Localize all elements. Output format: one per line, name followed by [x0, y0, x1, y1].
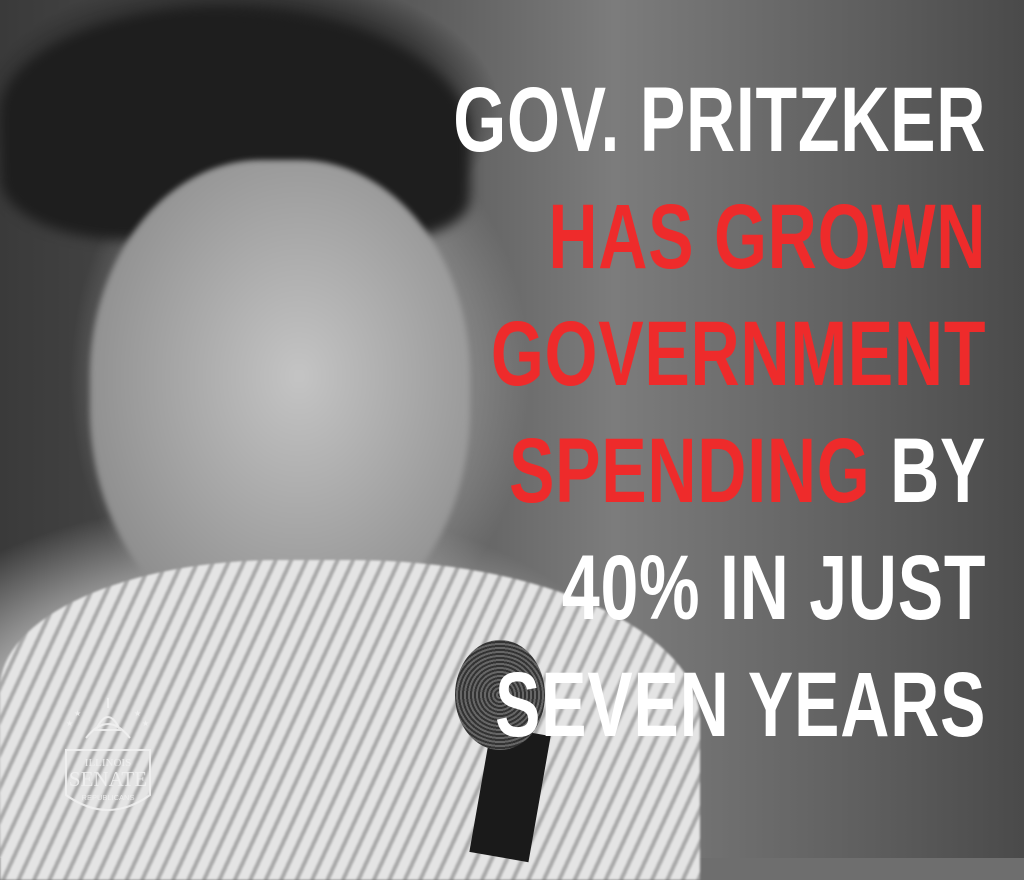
capitol-dome-icon: ★ ★ ★ ★ ILLINOIS SENATE REPUBLICANS [65, 698, 151, 811]
headline-line-6: SEVEN YEARS [453, 647, 986, 764]
logo-text-illinois: ILLINOIS [85, 757, 131, 769]
svg-text:★: ★ [66, 719, 73, 728]
headline-text-highlight: SPENDING [508, 420, 871, 522]
headline-line-1: GOV. PRITZKER [453, 62, 986, 179]
microphone-icon [455, 640, 545, 750]
headline-line-3: GOVERNMENT [453, 296, 986, 413]
headline-line-5: 40% IN JUST [453, 530, 986, 647]
svg-text:★: ★ [74, 709, 81, 718]
headline-text: 40% IN JUST [561, 537, 986, 639]
headline-text: SEVEN YEARS [494, 654, 986, 756]
illinois-senate-republicans-logo: ★ ★ ★ ★ ILLINOIS SENATE REPUBLICANS [58, 690, 158, 825]
headline-text-highlight: HAS GROWN [548, 186, 986, 288]
logo-text-senate: SENATE [69, 767, 147, 791]
headline-line-2: HAS GROWN [453, 179, 986, 296]
svg-text:★: ★ [134, 709, 141, 718]
logo-text-republicans: REPUBLICANS [82, 793, 135, 802]
headline-text: GOV. PRITZKER [453, 69, 986, 171]
headline-text-highlight: GOVERNMENT [490, 303, 986, 405]
svg-text:★: ★ [142, 719, 149, 728]
headline-text: BY [870, 420, 986, 522]
photo-shirt [0, 560, 700, 880]
headline-line-4: SPENDING BY [453, 413, 986, 530]
headline: GOV. PRITZKER HAS GROWN GOVERNMENT SPEND… [266, 62, 986, 764]
